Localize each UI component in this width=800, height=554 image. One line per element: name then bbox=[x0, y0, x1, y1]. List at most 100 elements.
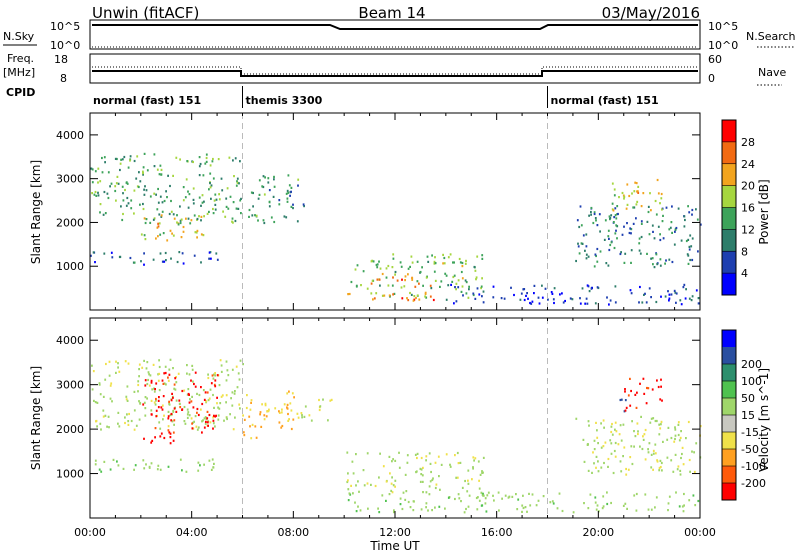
data-cell bbox=[655, 300, 658, 304]
data-cell bbox=[268, 200, 271, 203]
data-cell bbox=[653, 266, 656, 269]
data-cell bbox=[138, 368, 140, 371]
data-cell bbox=[304, 405, 307, 408]
data-cell bbox=[517, 498, 520, 501]
data-cell bbox=[157, 399, 160, 402]
data-cell bbox=[594, 253, 597, 256]
data-cell bbox=[575, 259, 577, 263]
data-cell bbox=[234, 219, 237, 223]
data-cell bbox=[667, 290, 669, 293]
data-cell bbox=[223, 419, 225, 422]
data-cell bbox=[272, 195, 275, 198]
data-cell bbox=[177, 372, 180, 375]
data-cell bbox=[158, 365, 161, 369]
data-cell bbox=[286, 200, 289, 203]
data-cell bbox=[687, 262, 690, 265]
data-cell bbox=[158, 222, 161, 225]
data-cell bbox=[160, 214, 163, 217]
data-cell bbox=[102, 213, 105, 216]
data-cell bbox=[234, 416, 236, 419]
data-cell bbox=[290, 205, 293, 208]
data-cell bbox=[213, 406, 215, 409]
data-cell bbox=[648, 233, 651, 236]
data-cell bbox=[268, 189, 271, 192]
data-cell bbox=[650, 453, 653, 456]
data-cell bbox=[218, 384, 221, 387]
data-cell bbox=[197, 469, 200, 472]
data-cell bbox=[636, 422, 639, 425]
data-cell bbox=[644, 292, 646, 295]
data-cell bbox=[474, 269, 477, 272]
data-cell bbox=[401, 297, 404, 300]
data-cell bbox=[597, 442, 599, 445]
data-cell bbox=[210, 257, 212, 260]
data-cell bbox=[127, 362, 130, 365]
data-cell bbox=[153, 153, 156, 156]
data-cell bbox=[162, 232, 165, 235]
data-cell bbox=[196, 217, 199, 221]
data-cell bbox=[157, 379, 160, 382]
data-cell bbox=[533, 284, 536, 287]
data-cell bbox=[428, 493, 431, 496]
data-cell bbox=[445, 274, 448, 277]
data-cell bbox=[674, 453, 677, 456]
data-cell bbox=[600, 466, 603, 469]
data-cell bbox=[209, 172, 212, 175]
data-cell bbox=[404, 275, 407, 278]
data-cell bbox=[262, 219, 265, 222]
data-cell bbox=[382, 465, 385, 468]
data-cell bbox=[388, 493, 391, 496]
cpid-label: CPID bbox=[6, 86, 35, 99]
velocity-colorbar-swatch bbox=[722, 330, 736, 347]
data-cell bbox=[124, 188, 126, 192]
data-cell bbox=[681, 446, 684, 449]
data-cell bbox=[233, 175, 235, 178]
data-cell bbox=[137, 185, 140, 189]
ytick-label: 3000 bbox=[56, 379, 84, 392]
data-cell bbox=[168, 373, 171, 376]
data-cell bbox=[674, 437, 676, 441]
data-cell bbox=[421, 480, 424, 483]
data-cell bbox=[121, 158, 124, 161]
data-cell bbox=[187, 190, 189, 193]
velocity-colorbar-swatch bbox=[722, 381, 736, 398]
data-cell bbox=[407, 273, 409, 276]
data-cell bbox=[200, 219, 202, 222]
data-cell bbox=[297, 416, 300, 419]
data-cell bbox=[427, 509, 429, 512]
data-cell bbox=[293, 396, 295, 399]
data-cell bbox=[583, 460, 586, 463]
data-cell bbox=[399, 503, 402, 506]
data-cell bbox=[661, 469, 663, 472]
data-cell bbox=[249, 408, 252, 411]
data-cell bbox=[433, 270, 436, 273]
data-cell bbox=[685, 288, 687, 291]
data-cell bbox=[650, 257, 652, 260]
data-cell bbox=[169, 442, 172, 445]
data-cell bbox=[190, 400, 193, 403]
data-cell bbox=[667, 509, 669, 512]
data-cell bbox=[181, 252, 184, 255]
data-cell bbox=[595, 466, 597, 469]
data-cell bbox=[178, 251, 181, 254]
data-cell bbox=[660, 378, 662, 381]
data-cell bbox=[290, 186, 293, 189]
data-cell bbox=[614, 428, 616, 431]
data-cell bbox=[222, 210, 224, 213]
data-cell bbox=[392, 257, 395, 260]
date-title: 03/May/2016 bbox=[602, 4, 700, 22]
data-cell bbox=[194, 231, 197, 234]
data-cell bbox=[192, 187, 195, 190]
data-cell bbox=[674, 434, 677, 437]
data-cell bbox=[656, 263, 659, 266]
data-cell bbox=[626, 183, 629, 186]
data-cell bbox=[153, 192, 156, 195]
data-cell bbox=[434, 262, 437, 265]
data-cell bbox=[196, 411, 198, 414]
data-cell bbox=[212, 393, 214, 397]
velocity-colorbar-swatch bbox=[722, 466, 736, 483]
data-cell bbox=[537, 296, 540, 299]
data-cell bbox=[240, 197, 242, 200]
data-cell bbox=[192, 406, 195, 409]
data-cell bbox=[691, 208, 694, 212]
